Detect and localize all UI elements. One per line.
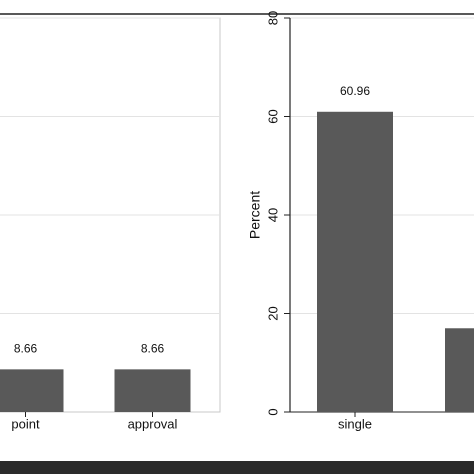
value-label: 8.66 xyxy=(141,342,165,356)
y-tick-label: 60 xyxy=(265,109,280,123)
x-tick-label: point xyxy=(11,416,40,431)
value-label: 8.66 xyxy=(14,342,38,356)
y-tick-label: 40 xyxy=(265,208,280,222)
bar xyxy=(114,369,191,412)
x-tick-label: approval xyxy=(128,416,178,431)
bar xyxy=(445,328,474,412)
value-label: 60.96 xyxy=(340,84,370,98)
y-tick-label: 20 xyxy=(265,306,280,320)
x-tick-label: single xyxy=(338,416,372,431)
bar xyxy=(0,369,64,412)
bottom-border xyxy=(0,461,474,474)
y-axis-label: Percent xyxy=(247,191,263,239)
plots: 8.66 point 8.66 approval 0 20 40 60 80 Percent 60.… xyxy=(0,11,474,431)
y-tick-label: 80 xyxy=(265,11,280,25)
y-tick-label: 0 xyxy=(265,408,280,415)
bar xyxy=(317,111,393,412)
